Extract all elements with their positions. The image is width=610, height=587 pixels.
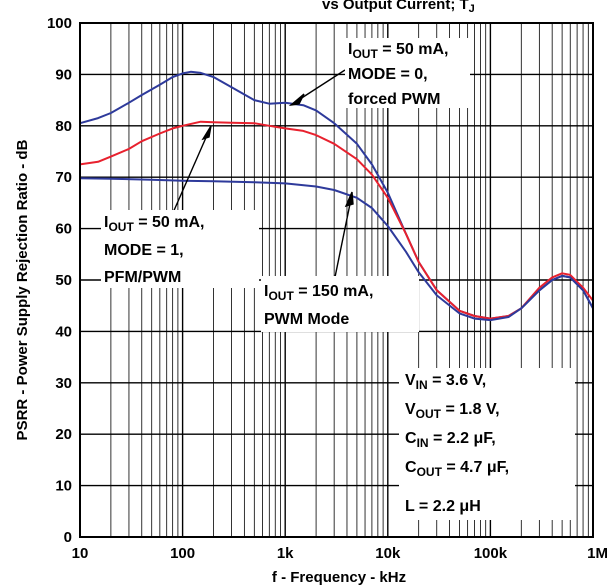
annotation-pfm-line2: MODE = 1, [104, 242, 184, 259]
y-tick-label: 50 [55, 272, 72, 289]
condition-inductor: L = 2.2 μH [405, 498, 481, 515]
annotation-pwm-line2: PWM Mode [264, 311, 349, 328]
y-tick-label: 70 [55, 169, 72, 186]
x-tick-label: 10k [375, 545, 401, 562]
x-tick-label: 100 [170, 545, 195, 562]
arrow-pwm [333, 198, 352, 283]
condition-cin: CIN = 2.2 μF, [405, 430, 496, 450]
x-tick-label: 10 [72, 545, 89, 562]
condition-vout: VOUT = 1.8 V, [405, 401, 500, 421]
annotation-pfm-bg [101, 210, 259, 288]
x-tick-label: 100k [474, 545, 508, 562]
arrowhead-pwm [344, 191, 354, 208]
x-axis-label: f - Frequency - kHz [272, 569, 406, 586]
annotation-forced-line1: IOUT = 50 mA, [348, 41, 449, 61]
y-tick-label: 90 [55, 66, 72, 83]
annotation-forced-line3: forced PWM [348, 91, 440, 108]
y-axis-label: PSRR - Power Supply Rejection Ratio - dB [14, 139, 31, 440]
arrow-forced [296, 69, 346, 102]
x-tick-label: 1M [587, 545, 608, 562]
annotation-pfm-line3: PFM/PWM [104, 269, 181, 286]
annotation-pfm-line1: IOUT = 50 mA, [104, 214, 205, 234]
y-tick-label: 10 [55, 478, 72, 495]
y-tick-label: 80 [55, 118, 72, 135]
annotation-pwm-bg [261, 276, 419, 332]
condition-cout: COUT = 4.7 μF, [405, 459, 509, 479]
condition-vin: VIN = 3.6 V, [405, 372, 486, 392]
y-tick-label: 0 [64, 529, 72, 546]
chart-title-fragment: vs Output Current; TJ [322, 0, 475, 15]
annotation-forced-bg [345, 38, 470, 108]
arrow-pfm [171, 132, 209, 216]
annotation-pwm-line1: IOUT = 150 mA, [264, 283, 373, 303]
y-tick-label: 20 [55, 426, 72, 443]
series-group [79, 70, 594, 322]
y-tick-label: 60 [55, 221, 72, 238]
annotation-arrows [171, 69, 354, 283]
y-tick-label: 100 [47, 15, 72, 32]
arrowhead-pfm [201, 125, 212, 141]
y-tick-label: 40 [55, 323, 72, 340]
series-line-pwm-150 [79, 177, 594, 322]
x-tick-label: 1k [277, 545, 294, 562]
arrowhead-forced [288, 93, 305, 106]
y-tick-label: 30 [55, 375, 72, 392]
conditions-bg [399, 368, 575, 520]
annotation-forced-line2: MODE = 0, [348, 66, 428, 83]
plot-frame [79, 22, 594, 538]
